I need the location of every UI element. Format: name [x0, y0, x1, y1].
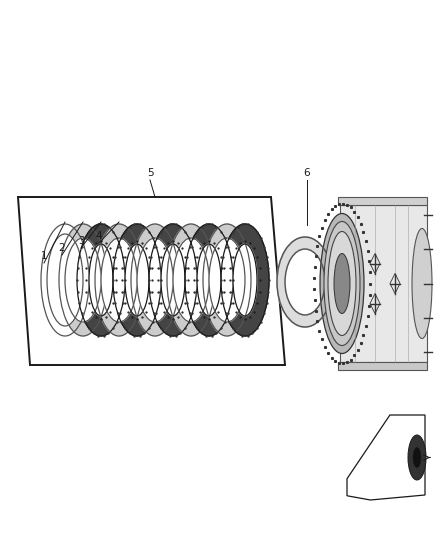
Ellipse shape — [65, 238, 101, 322]
Ellipse shape — [125, 244, 149, 316]
Polygon shape — [338, 197, 427, 205]
Text: 6: 6 — [304, 168, 310, 178]
Ellipse shape — [209, 238, 245, 322]
Ellipse shape — [95, 224, 143, 336]
Polygon shape — [18, 197, 285, 365]
Polygon shape — [338, 362, 427, 370]
Ellipse shape — [185, 224, 233, 336]
Ellipse shape — [173, 238, 209, 322]
Ellipse shape — [233, 244, 257, 316]
Ellipse shape — [413, 448, 421, 467]
Polygon shape — [347, 415, 425, 500]
Ellipse shape — [113, 224, 161, 336]
Text: 5: 5 — [147, 168, 153, 178]
Ellipse shape — [131, 224, 179, 336]
Ellipse shape — [408, 435, 426, 480]
Ellipse shape — [324, 222, 360, 345]
Ellipse shape — [161, 244, 185, 316]
Ellipse shape — [277, 237, 333, 327]
Ellipse shape — [41, 224, 89, 336]
Ellipse shape — [137, 238, 173, 322]
Ellipse shape — [197, 244, 221, 316]
Ellipse shape — [320, 214, 364, 353]
Ellipse shape — [167, 224, 215, 336]
Ellipse shape — [328, 231, 356, 335]
Text: 2: 2 — [59, 243, 65, 253]
Ellipse shape — [89, 244, 113, 316]
Ellipse shape — [47, 234, 83, 326]
Ellipse shape — [203, 224, 251, 336]
Ellipse shape — [334, 254, 350, 313]
Ellipse shape — [149, 224, 197, 336]
Ellipse shape — [59, 224, 107, 336]
Text: 1: 1 — [41, 251, 47, 261]
Ellipse shape — [77, 224, 125, 336]
Ellipse shape — [285, 249, 325, 315]
Ellipse shape — [221, 224, 269, 336]
Ellipse shape — [412, 229, 432, 338]
Text: 3: 3 — [78, 236, 84, 246]
Text: 4: 4 — [95, 231, 102, 241]
Bar — [340, 205, 427, 362]
Ellipse shape — [101, 238, 137, 322]
